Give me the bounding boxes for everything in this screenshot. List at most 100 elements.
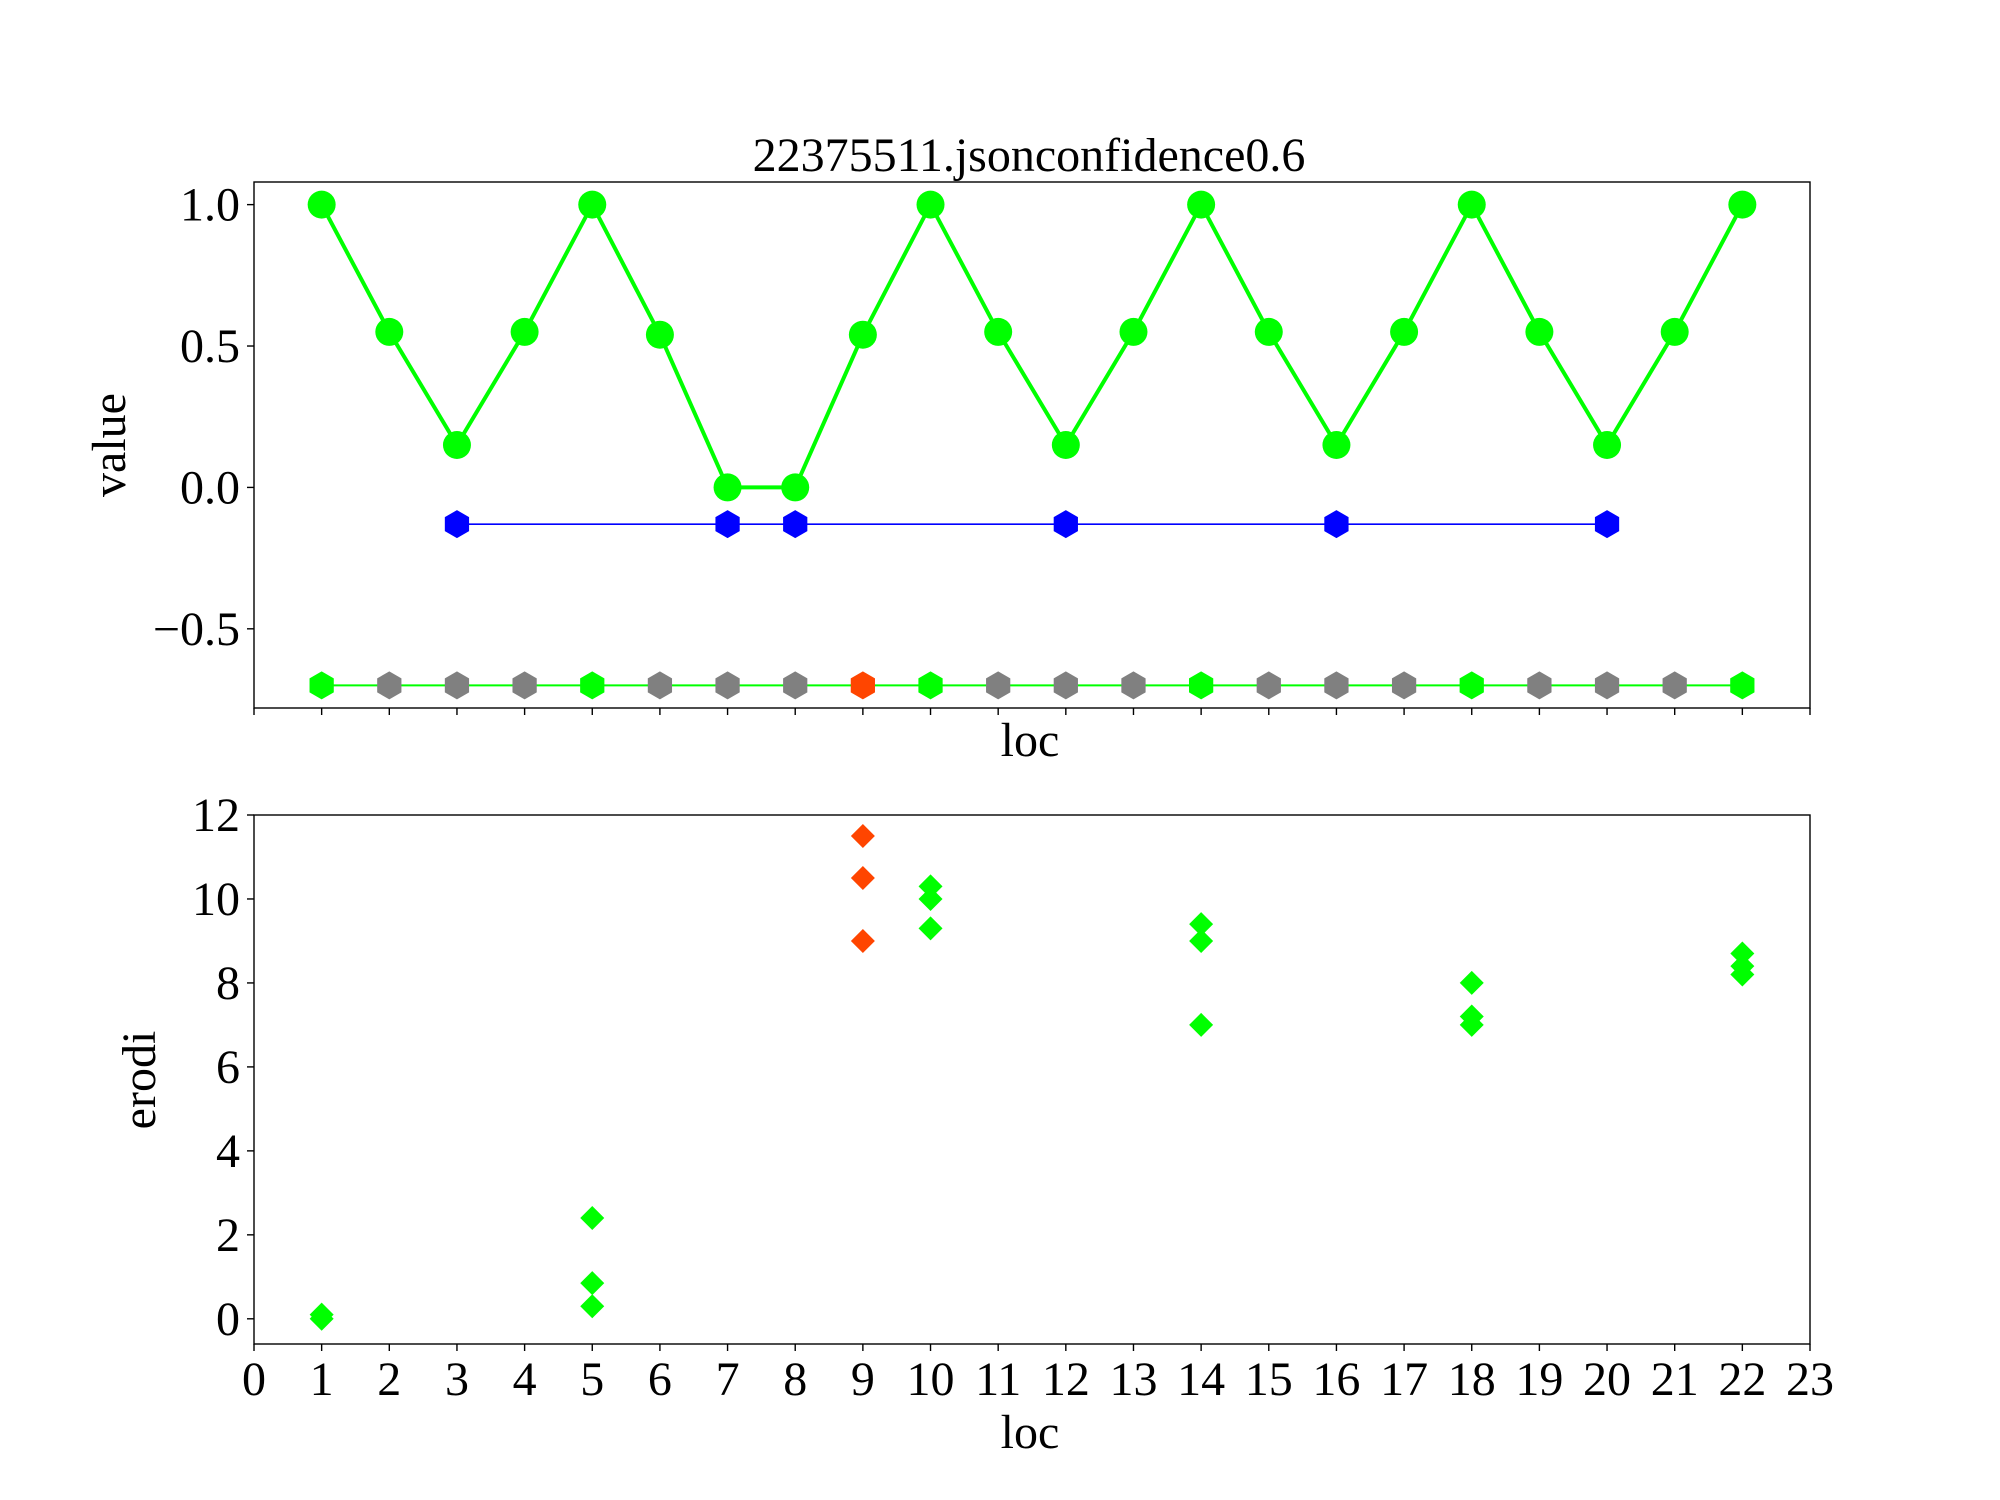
top-y-tick-label: 0.0 [180,461,240,514]
bottom-x-tick-label: 9 [851,1353,875,1406]
chart-title: 22375511.jsonconfidence0.6 [753,129,1306,182]
erodi-diamond-point [1730,954,1755,979]
erodi-diamond-point [1189,928,1214,953]
status-hexagon-point [1053,671,1078,700]
status-hexagon-point [647,671,673,700]
value-point [1660,317,1689,346]
status-hexagon-point [1189,671,1214,700]
bottom-x-tick-label: 23 [1786,1353,1834,1406]
bottom-x-tick-label: 10 [907,1353,955,1406]
bottom-plot-area [309,823,1755,1331]
bottom-y-tick-label: 8 [216,957,240,1010]
bottom-x-tick-label: 21 [1651,1353,1699,1406]
erodi-diamond-point [1459,1004,1484,1029]
erodi-diamond-point [918,916,943,941]
value-point [781,473,810,502]
status-hexagon-point [377,671,402,700]
status-hexagon-point [1121,671,1146,700]
status-hexagon-point [1662,671,1687,700]
blue-hexagon-point [783,510,808,539]
value-point [1322,431,1351,459]
erodi-diamond-point [309,1302,334,1327]
value-point [510,317,539,346]
status-hexagon-point [512,671,537,700]
status-hexagon-point [444,671,470,700]
bottom-x-tick-label: 0 [242,1353,266,1406]
blue-hexagon-point [715,510,740,539]
erodi-diamond-point [850,865,875,890]
bottom-x-tick-label: 3 [445,1353,469,1406]
bottom-y-tick-label: 4 [216,1125,240,1178]
bottom-x-tick-label: 5 [580,1353,604,1406]
status-hexagon-point [918,671,943,700]
bottom-x-tick-label: 11 [975,1353,1021,1406]
bottom-x-tick-label: 8 [783,1353,807,1406]
value-point [713,473,742,502]
top-axes-ticks: −0.5 0.0 0.5 1.0 [153,179,1811,715]
value-point [1051,431,1080,459]
bottom-x-tick-label: 16 [1312,1353,1360,1406]
bottom-x-tick-label: 2 [377,1353,401,1406]
bottom-x-axis-label: loc [1001,1406,1060,1459]
blue-hexagon-point [444,510,470,539]
bottom-x-tick-label: 12 [1042,1353,1090,1406]
bottom-y-tick-label: 10 [192,873,240,926]
value-point [578,190,607,219]
bottom-y-tick-label: 2 [216,1209,240,1262]
value-point [1728,190,1757,219]
status-hexagon-point [986,671,1011,700]
bottom-x-tick-label: 20 [1583,1353,1631,1406]
blue-hexagon-point [1053,510,1078,539]
status-hexagon-point [1594,671,1620,700]
value-point [848,320,877,349]
blue-hexagon-point [1324,510,1349,539]
erodi-diamond-point [1459,970,1484,995]
bottom-x-tick-label: 22 [1718,1353,1766,1406]
series-value-line [319,200,1745,490]
bottom-x-tick-label: 17 [1380,1353,1428,1406]
value-point [916,190,945,219]
value-point [645,320,674,349]
erodi-diamond-point [580,1294,605,1319]
value-point [1593,431,1622,459]
erodi-diamond-point [850,823,875,848]
status-hexagon-point [850,671,875,700]
value-point [375,317,404,346]
top-axes: −0.5 0.0 0.5 1.0 loc value [83,179,1811,767]
erodi-diamond-point [580,1271,605,1296]
status-hexagon-point [580,671,605,700]
top-y-tick-label: 0.5 [180,320,240,373]
value-point [1457,190,1486,219]
top-x-axis-label: loc [1001,714,1060,767]
value-point [984,317,1013,346]
status-hexagon-point [715,671,740,700]
erodi-diamond-point [918,886,943,911]
erodi-diamond-point [850,928,875,953]
bottom-y-tick-label: 12 [192,789,240,842]
top-y-tick-label: 1.0 [180,179,240,232]
value-point [1390,317,1419,346]
erodi-diamond-point [1189,912,1214,937]
status-hexagon-point [1730,671,1755,700]
bottom-y-tick-label: 6 [216,1041,240,1094]
status-hexagon-point [1527,671,1552,700]
status-hexagon-point [783,671,808,700]
bottom-axes-frame [253,814,1811,1345]
value-point [1187,190,1216,219]
value-point [1119,317,1148,346]
erodi-diamond-point [918,874,943,899]
top-y-tick-label: −0.5 [153,603,240,656]
bottom-x-tick-label: 18 [1448,1353,1496,1406]
status-hexagon-point [1256,671,1281,700]
bottom-x-tick-label: 19 [1515,1353,1563,1406]
bottom-x-tick-label: 6 [648,1353,672,1406]
value-point [442,431,471,459]
status-hexagon-point [1324,671,1349,700]
bottom-x-tick-label: 1 [310,1353,334,1406]
status-hexagon-point [309,671,334,700]
bottom-y-tick-label: 0 [216,1293,240,1346]
top-plot-area [307,190,1757,700]
